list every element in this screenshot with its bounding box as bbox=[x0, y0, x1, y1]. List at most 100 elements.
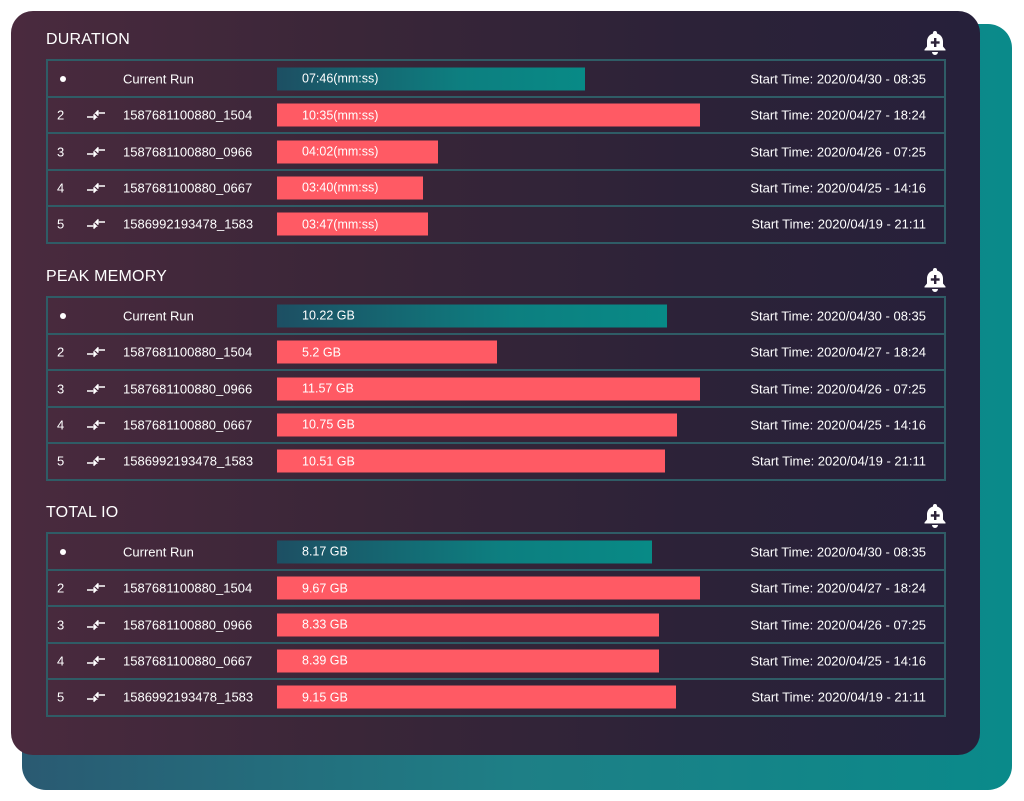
run-id: 1587681100880_0966 bbox=[123, 617, 253, 633]
table-row: Current Run 8.17 GB Start Time: 2020/04/… bbox=[48, 534, 944, 569]
run-id: 1587681100880_1504 bbox=[123, 580, 253, 596]
run-id: 1587681100880_0667 bbox=[123, 180, 253, 196]
run-id: 1587681100880_0667 bbox=[123, 653, 253, 669]
rank: 3 bbox=[57, 144, 65, 160]
value-bar: 11.57 GB bbox=[277, 377, 700, 401]
bell-plus-icon[interactable] bbox=[920, 27, 950, 57]
swap-arrows-icon[interactable] bbox=[85, 690, 107, 704]
start-time: Start Time: 2020/04/30 - 08:35 bbox=[750, 308, 926, 323]
value-bar: 8.39 GB bbox=[277, 649, 659, 673]
bar-value: 8.33 GB bbox=[302, 617, 348, 632]
start-time: Start Time: 2020/04/25 - 14:16 bbox=[750, 180, 926, 196]
start-time: Start Time: 2020/04/19 - 21:11 bbox=[751, 216, 926, 232]
value-bar: 03:47(mm:ss) bbox=[277, 212, 428, 236]
rank: 2 bbox=[57, 107, 65, 123]
bar-value: 03:40(mm:ss) bbox=[302, 180, 379, 195]
rank: 4 bbox=[57, 417, 65, 433]
bar-value: 03:47(mm:ss) bbox=[302, 217, 379, 232]
bar-value: 9.67 GB bbox=[302, 581, 348, 596]
rank: 5 bbox=[57, 453, 65, 469]
run-id: Current Run bbox=[123, 308, 194, 323]
swap-arrows-icon[interactable] bbox=[85, 108, 107, 122]
swap-arrows-icon[interactable] bbox=[85, 145, 107, 159]
rank: 3 bbox=[57, 617, 65, 633]
value-bar: 03:40(mm:ss) bbox=[277, 176, 423, 200]
table-row: 3 1587681100880_0966 8.33 GB Start Time:… bbox=[48, 605, 944, 641]
swap-arrows-icon[interactable] bbox=[85, 418, 107, 432]
rank: 3 bbox=[57, 381, 65, 397]
start-time: Start Time: 2020/04/26 - 07:25 bbox=[750, 381, 926, 397]
bar-value: 10.22 GB bbox=[302, 308, 355, 323]
section-title: DURATION bbox=[46, 31, 130, 48]
swap-arrows-icon[interactable] bbox=[85, 618, 107, 632]
run-id: Current Run bbox=[123, 71, 194, 86]
table-row: Current Run 07:46(mm:ss) Start Time: 202… bbox=[48, 61, 944, 96]
rank: 2 bbox=[57, 580, 65, 596]
start-time: Start Time: 2020/04/25 - 14:16 bbox=[750, 417, 926, 433]
swap-arrows-icon[interactable] bbox=[85, 581, 107, 595]
table-row: 2 1587681100880_1504 10:35(mm:ss) Start … bbox=[48, 96, 944, 132]
bar-value: 04:02(mm:ss) bbox=[302, 144, 379, 159]
swap-arrows-icon[interactable] bbox=[85, 654, 107, 668]
current-dot-icon bbox=[60, 548, 66, 555]
swap-arrows-icon[interactable] bbox=[85, 345, 107, 359]
run-id: 1587681100880_0966 bbox=[123, 381, 253, 397]
rank: 2 bbox=[57, 344, 65, 360]
value-bar: 10.51 GB bbox=[277, 449, 665, 473]
table-row: Current Run 10.22 GB Start Time: 2020/04… bbox=[48, 298, 944, 333]
rank: 5 bbox=[57, 216, 65, 232]
start-time: Start Time: 2020/04/26 - 07:25 bbox=[750, 617, 926, 633]
rank: 4 bbox=[57, 653, 65, 669]
run-id: 1587681100880_1504 bbox=[123, 344, 253, 360]
run-id: 1587681100880_1504 bbox=[123, 107, 253, 123]
bell-plus-icon[interactable] bbox=[920, 500, 950, 530]
duration-table: Current Run 07:46(mm:ss) Start Time: 202… bbox=[46, 59, 946, 244]
run-id: 1586992193478_1583 bbox=[123, 216, 254, 232]
table-row: 4 1587681100880_0667 03:40(mm:ss) Start … bbox=[48, 168, 944, 205]
table-row: 5 1586992193478_1583 03:47(mm:ss) Start … bbox=[48, 205, 944, 241]
current-dot-icon bbox=[60, 312, 66, 319]
value-bar: 10:35(mm:ss) bbox=[277, 103, 700, 127]
value-bar: 04:02(mm:ss) bbox=[277, 140, 438, 164]
bar-value: 07:46(mm:ss) bbox=[302, 71, 379, 86]
run-id: Current Run bbox=[123, 544, 194, 559]
start-time: Start Time: 2020/04/27 - 18:24 bbox=[750, 344, 926, 360]
table-row: 4 1587681100880_0667 8.39 GB Start Time:… bbox=[48, 641, 944, 678]
bar-value: 5.2 GB bbox=[302, 345, 341, 360]
start-time: Start Time: 2020/04/27 - 18:24 bbox=[750, 107, 926, 123]
run-id: 1586992193478_1583 bbox=[123, 453, 254, 469]
value-bar: 10.75 GB bbox=[277, 413, 677, 437]
value-bar: 5.2 GB bbox=[277, 340, 497, 364]
run-id: 1587681100880_0667 bbox=[123, 417, 253, 433]
table-row: 2 1587681100880_1504 5.2 GB Start Time: … bbox=[48, 333, 944, 369]
metrics-panel: DURATION Current Run 07:46(mm:ss) Start … bbox=[11, 11, 980, 755]
bell-plus-icon[interactable] bbox=[920, 264, 950, 294]
rank: 4 bbox=[57, 180, 65, 196]
start-time: Start Time: 2020/04/30 - 08:35 bbox=[750, 544, 926, 559]
swap-arrows-icon[interactable] bbox=[85, 454, 107, 468]
bar-value: 10:35(mm:ss) bbox=[302, 108, 379, 123]
start-time: Start Time: 2020/04/25 - 14:16 bbox=[750, 653, 926, 669]
bar-value: 8.17 GB bbox=[302, 544, 348, 559]
bar-value: 11.57 GB bbox=[302, 381, 354, 396]
table-row: 4 1587681100880_0667 10.75 GB Start Time… bbox=[48, 405, 944, 442]
swap-arrows-icon[interactable] bbox=[85, 382, 107, 396]
swap-arrows-icon[interactable] bbox=[85, 217, 107, 231]
table-row: 3 1587681100880_0966 11.57 GB Start Time… bbox=[48, 369, 944, 405]
section-title: PEAK MEMORY bbox=[46, 268, 168, 285]
bar-value: 10.51 GB bbox=[302, 454, 355, 469]
value-bar: 8.17 GB bbox=[277, 540, 652, 563]
value-bar: 9.15 GB bbox=[277, 685, 676, 709]
bar-value: 10.75 GB bbox=[302, 417, 355, 432]
start-time: Start Time: 2020/04/30 - 08:35 bbox=[750, 71, 926, 86]
run-id: 1587681100880_0966 bbox=[123, 144, 253, 160]
start-time: Start Time: 2020/04/27 - 18:24 bbox=[750, 580, 926, 596]
table-row: 5 1586992193478_1583 9.15 GB Start Time:… bbox=[48, 678, 944, 714]
table-row: 5 1586992193478_1583 10.51 GB Start Time… bbox=[48, 442, 944, 478]
start-time: Start Time: 2020/04/26 - 07:25 bbox=[750, 144, 926, 160]
total-io-table: Current Run 8.17 GB Start Time: 2020/04/… bbox=[46, 532, 946, 717]
bar-value: 9.15 GB bbox=[302, 690, 348, 705]
peak-memory-table: Current Run 10.22 GB Start Time: 2020/04… bbox=[46, 296, 946, 481]
table-row: 3 1587681100880_0966 04:02(mm:ss) Start … bbox=[48, 132, 944, 168]
swap-arrows-icon[interactable] bbox=[85, 181, 107, 195]
